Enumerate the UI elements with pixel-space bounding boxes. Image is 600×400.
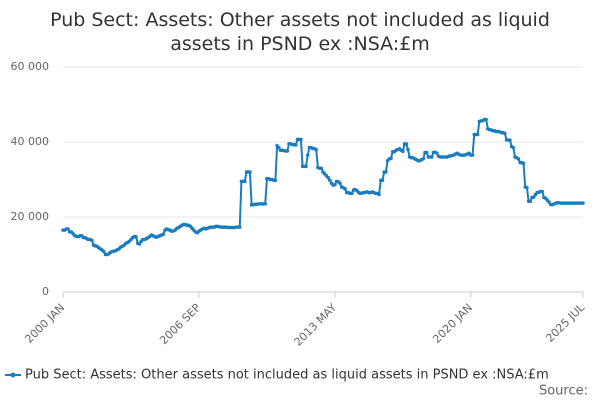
point xyxy=(511,145,516,150)
point xyxy=(531,195,536,199)
y-tick-label: 0 xyxy=(42,285,49,298)
point xyxy=(421,157,426,161)
point xyxy=(314,147,319,152)
point xyxy=(338,181,342,186)
point xyxy=(475,132,480,137)
y-tick-label: 40 000 xyxy=(11,135,50,148)
point xyxy=(294,143,298,147)
point xyxy=(389,156,393,161)
point xyxy=(377,192,381,197)
point xyxy=(350,191,354,196)
x-tick-label: 2025 JUL xyxy=(543,300,587,344)
point xyxy=(401,149,405,154)
point xyxy=(547,200,551,204)
point xyxy=(384,170,388,174)
point xyxy=(508,138,512,142)
point xyxy=(90,238,94,243)
point xyxy=(263,202,268,206)
point xyxy=(581,201,585,205)
x-tick-label: 2006 SEP xyxy=(157,301,203,347)
point xyxy=(134,235,138,239)
point xyxy=(528,199,533,204)
y-tick-label: 60 000 xyxy=(11,60,50,73)
y-tick-label: 20 000 xyxy=(11,210,50,223)
point xyxy=(429,155,434,159)
point xyxy=(503,131,507,136)
point xyxy=(273,178,278,183)
point xyxy=(380,178,385,183)
point xyxy=(470,153,475,157)
point xyxy=(343,187,347,191)
point xyxy=(299,137,303,142)
point xyxy=(248,170,252,174)
point xyxy=(540,189,545,194)
x-tick-label: 2013 MAY xyxy=(291,301,339,349)
point xyxy=(521,161,526,166)
point xyxy=(66,227,70,231)
x-tick-label: 2020 JAN xyxy=(430,301,475,346)
point xyxy=(516,157,521,161)
point xyxy=(333,182,337,187)
point xyxy=(327,178,332,183)
point xyxy=(101,249,106,254)
point xyxy=(237,225,242,229)
point xyxy=(326,175,330,180)
point xyxy=(424,150,429,155)
chart-title: Pub Sect: Assets: Other assets not inclu… xyxy=(50,9,550,55)
legend-marker xyxy=(10,372,16,378)
point xyxy=(243,179,247,184)
legend-label: Pub Sect: Assets: Other assets not inclu… xyxy=(25,368,549,383)
point xyxy=(406,147,410,152)
point xyxy=(484,117,488,122)
point xyxy=(161,232,166,237)
point xyxy=(525,185,529,190)
source: Source: xyxy=(539,384,588,399)
point xyxy=(277,145,281,150)
point xyxy=(285,149,290,153)
point xyxy=(305,153,310,157)
x-tick-label: 2000 JAN xyxy=(22,301,67,346)
point xyxy=(304,164,308,169)
point xyxy=(404,142,409,146)
point xyxy=(137,242,142,246)
point xyxy=(319,166,324,171)
point xyxy=(435,151,439,156)
